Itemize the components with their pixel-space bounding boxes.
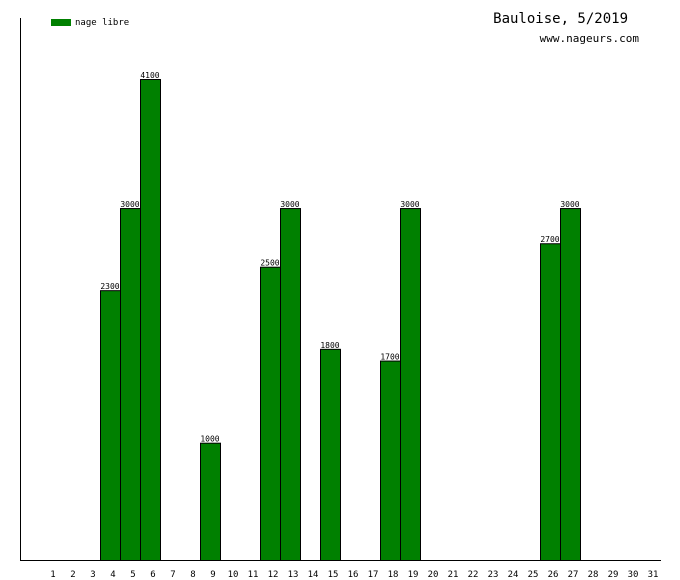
bar-value-label: 4100 [140,71,159,80]
x-tick-labels-group: 1 2 3 4 5 6 7 8 9 10 11 12 13 14 15 16 17 18 19 20 21 22 23 24 2… [50,570,658,580]
x-tick-label: 30 [628,570,639,580]
x-tick-label: 16 [348,570,359,580]
x-tick-label: 3 [90,570,95,580]
x-tick-label: 21 [448,570,459,580]
bar-day-17 [380,360,401,561]
x-tick-label: 20 [428,570,439,580]
x-tick-label: 29 [608,570,619,580]
x-tick-label: 14 [308,570,319,580]
x-tick-label: 22 [468,570,479,580]
bar-day-18 [400,208,421,562]
chart-source: www.nageurs.com [540,32,640,45]
x-tick-label: 26 [548,570,559,580]
x-tick-label: 10 [228,570,239,580]
x-tick-label: 2 [70,570,75,580]
bar-value-label: 3000 [400,200,419,209]
bars-group [100,79,581,562]
x-tick-label: 31 [648,570,659,580]
bar-day-3 [100,290,121,561]
x-tick-label: 25 [528,570,539,580]
x-tick-label: 6 [150,570,155,580]
bar-day-5 [140,79,161,561]
x-tick-label: 13 [288,570,299,580]
chart-title: Bauloise, 5/2019 [493,11,628,27]
bar-value-label: 2300 [100,282,119,291]
x-tick-label: 9 [210,570,215,580]
x-tick-label: 27 [568,570,579,580]
x-tick-label: 4 [110,570,115,580]
bar-day-4 [120,208,141,562]
x-tick-label: 18 [388,570,399,580]
value-labels-group: 2300 3000 4100 1000 2500 3000 1800 1700 3000 2700… [100,71,579,444]
x-tick-label: 8 [190,570,195,580]
bar-day-11 [260,266,281,561]
x-tick-label: 12 [268,570,279,580]
bar-value-label: 3000 [560,200,579,209]
bar-value-label: 2700 [540,235,559,244]
bar-value-label: 1800 [320,341,339,350]
x-tick-label: 24 [508,570,519,580]
legend-swatch-nage-libre [51,19,71,26]
bar-value-label: 3000 [280,200,299,209]
bar-day-14 [320,348,341,561]
x-tick-label: 28 [588,570,599,580]
bar-value-label: 1000 [200,435,219,444]
bar-value-label: 1700 [380,353,399,362]
x-tick-label: 17 [368,570,379,580]
bar-value-label: 2500 [260,259,279,268]
x-tick-label: 7 [170,570,175,580]
bar-day-26 [560,208,581,562]
bar-day-8 [200,442,221,561]
x-tick-label: 5 [130,570,135,580]
bar-day-12 [280,208,301,562]
bar-value-label: 3000 [120,200,139,209]
x-tick-label: 19 [408,570,419,580]
x-tick-label: 11 [248,570,259,580]
legend-label-nage-libre: nage libre [75,18,129,28]
x-tick-label: 15 [328,570,339,580]
bar-day-25 [540,243,561,561]
x-tick-label: 23 [488,570,499,580]
x-tick-label: 1 [50,570,55,580]
